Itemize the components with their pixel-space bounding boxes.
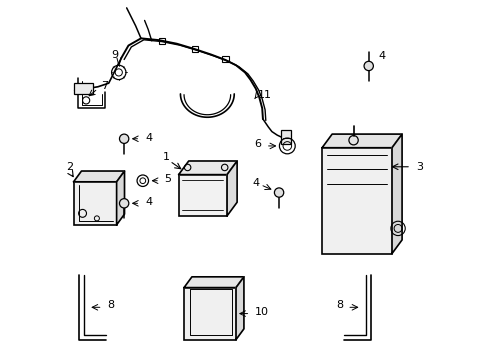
Bar <box>159 38 165 44</box>
Text: 10: 10 <box>255 307 269 317</box>
Circle shape <box>364 61 373 71</box>
Text: 4: 4 <box>252 177 259 188</box>
Circle shape <box>120 134 129 143</box>
Bar <box>184 288 236 339</box>
Text: 11: 11 <box>258 90 271 100</box>
Bar <box>222 55 228 62</box>
Bar <box>281 130 291 144</box>
Polygon shape <box>184 277 244 288</box>
Polygon shape <box>236 277 244 339</box>
Bar <box>179 175 227 216</box>
Text: 8: 8 <box>337 300 343 310</box>
Text: 2: 2 <box>67 162 74 172</box>
Bar <box>192 46 198 52</box>
Circle shape <box>274 188 284 197</box>
Bar <box>74 182 117 225</box>
Text: 1: 1 <box>163 152 170 162</box>
Text: 6: 6 <box>254 139 262 149</box>
Polygon shape <box>392 134 402 253</box>
Text: 3: 3 <box>416 162 423 172</box>
Text: 4: 4 <box>145 197 152 207</box>
Text: 5: 5 <box>164 174 171 184</box>
Bar <box>322 148 392 253</box>
Text: 9: 9 <box>112 50 119 60</box>
Text: 4: 4 <box>378 51 386 61</box>
Polygon shape <box>179 161 237 175</box>
Polygon shape <box>227 161 237 216</box>
Polygon shape <box>322 134 402 148</box>
Text: 8: 8 <box>107 300 115 310</box>
Bar <box>74 83 93 94</box>
Polygon shape <box>117 171 124 225</box>
Circle shape <box>120 199 129 208</box>
Text: 4: 4 <box>145 133 152 143</box>
Text: 7: 7 <box>101 81 109 91</box>
Polygon shape <box>74 171 124 182</box>
